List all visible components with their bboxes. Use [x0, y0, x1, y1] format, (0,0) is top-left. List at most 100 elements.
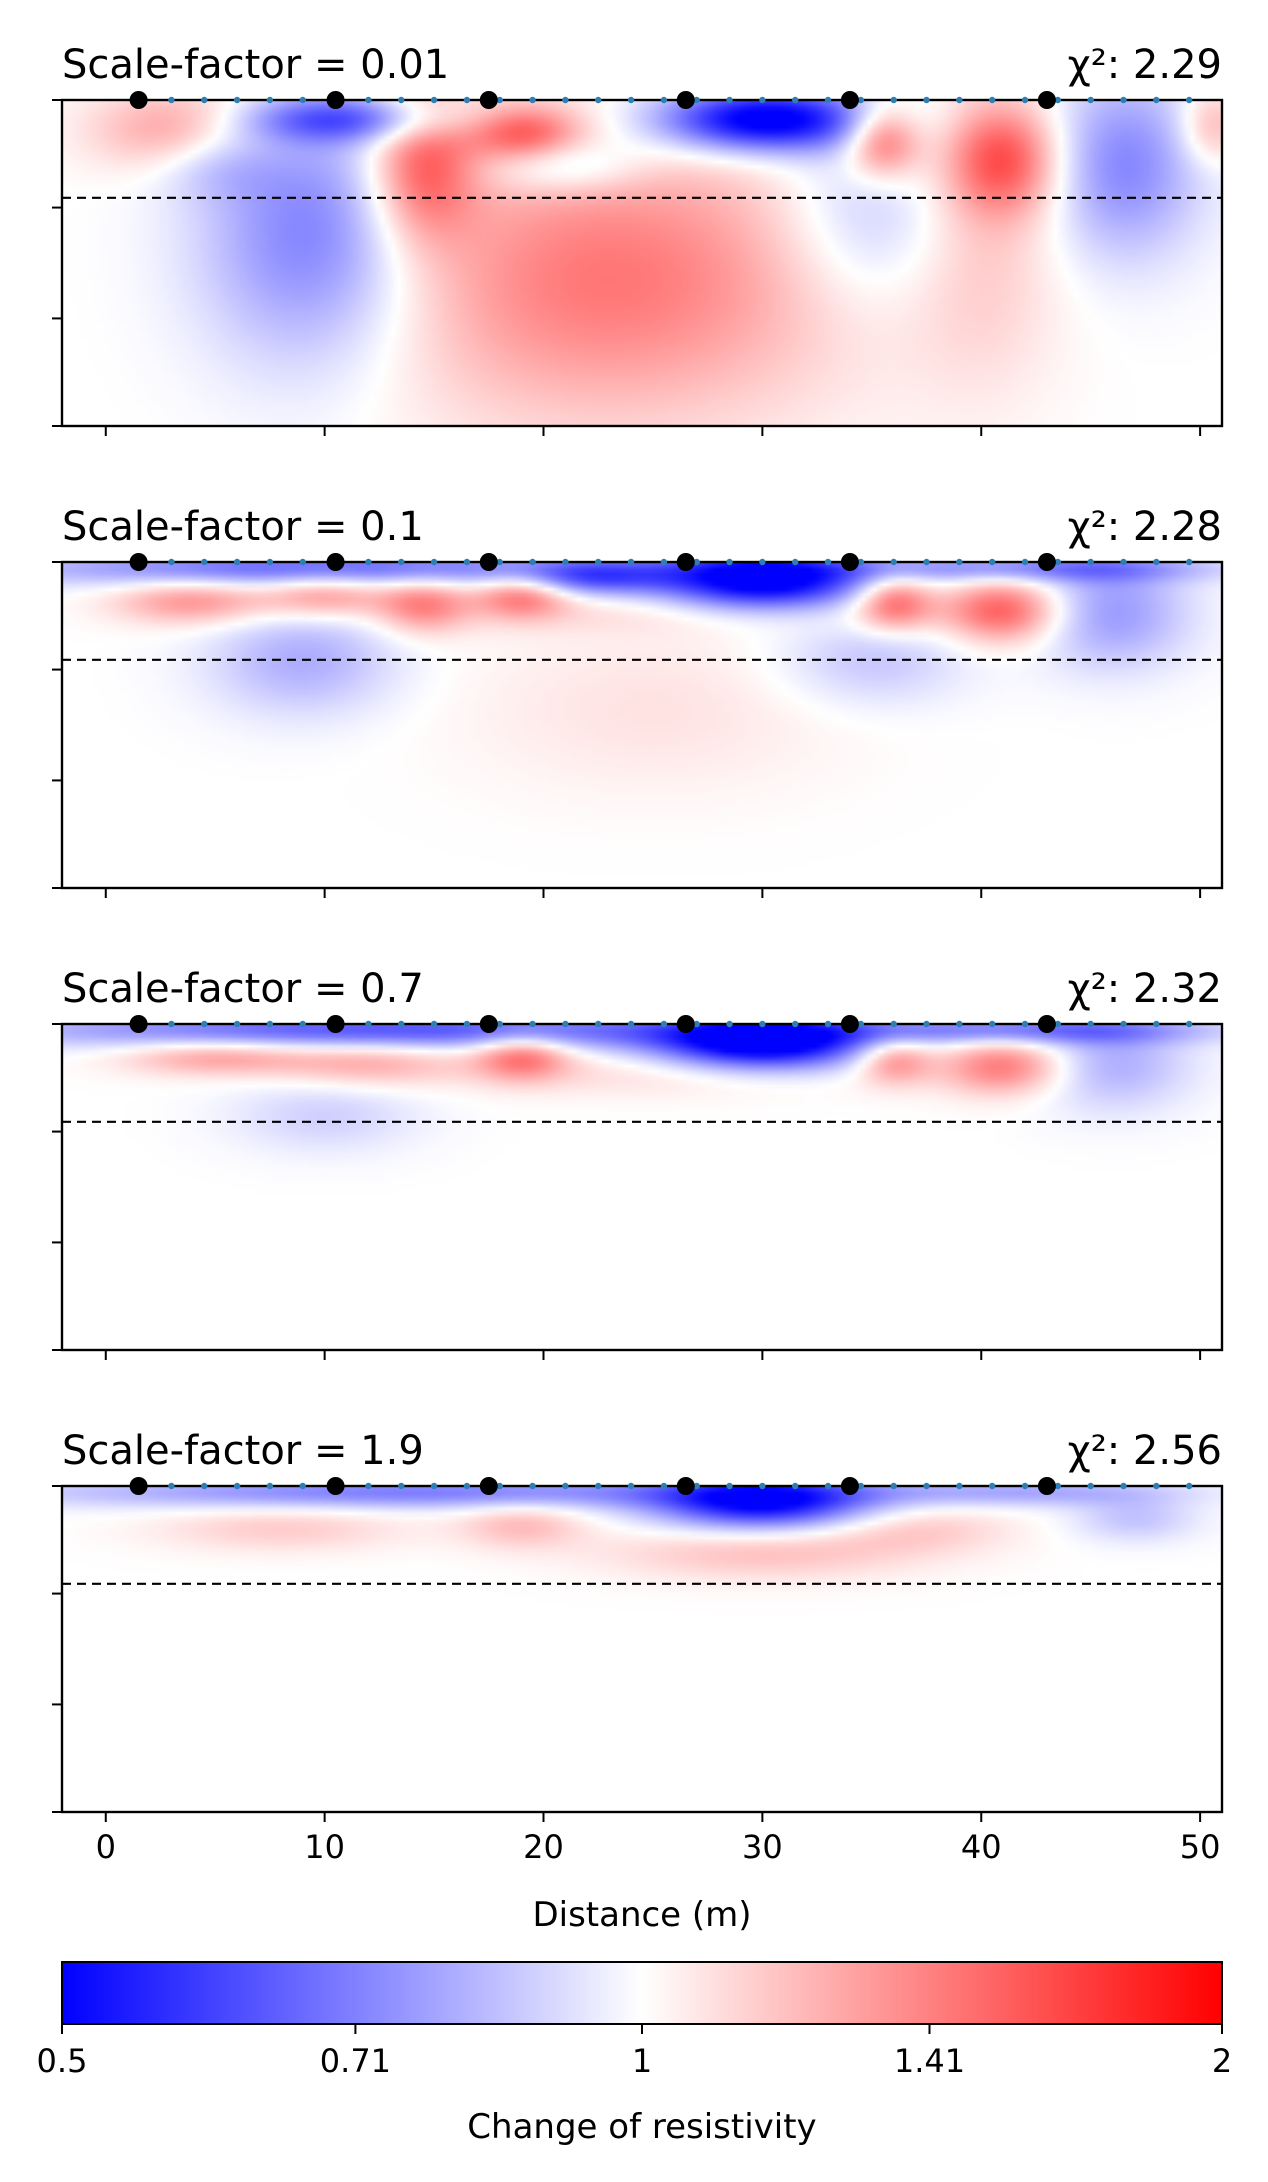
electrode-marker: [923, 96, 930, 104]
electrode-large-marker: [676, 1015, 695, 1033]
electrode-marker: [266, 558, 274, 566]
colorbar-tick-label: 2: [1212, 2042, 1232, 2080]
electrode-marker: [759, 1482, 766, 1490]
electrode-marker: [398, 96, 405, 104]
electrode-marker: [1054, 1482, 1062, 1490]
electrode-marker: [168, 96, 175, 104]
electrode-marker: [595, 96, 602, 104]
electrode-marker: [660, 558, 668, 566]
electrode-large-marker: [479, 1015, 498, 1033]
electrode-marker: [890, 1482, 897, 1490]
panel-frame: [60, 560, 1224, 890]
electrode-marker: [168, 1020, 175, 1028]
chi-squared-label: χ²: 2.29: [1068, 42, 1222, 88]
electrode-marker: [956, 558, 963, 566]
resistivity-heatmap: [62, 562, 1222, 888]
electrode-marker: [1021, 558, 1029, 566]
electrode-marker: [1120, 1020, 1127, 1028]
electrode-large-marker: [326, 1477, 345, 1495]
electrode-marker: [1153, 1482, 1160, 1490]
x-tick-label: 30: [742, 1828, 783, 1866]
resistivity-heatmap: [62, 100, 1222, 426]
panel-3: Scale-factor = 0.7 χ²: 2.32: [52, 966, 1224, 1360]
electrode-marker: [562, 96, 569, 104]
electrode-marker: [824, 96, 832, 104]
colorbar-gradient: [61, 1961, 1223, 2025]
electrode-marker: [792, 1020, 799, 1028]
electrode-marker: [529, 558, 536, 566]
electrode-marker: [857, 96, 865, 104]
electrode-marker: [496, 1020, 503, 1028]
electrode-marker: [988, 558, 996, 566]
electrode-marker: [726, 1020, 733, 1028]
colorbar-ticks: 0.5 0.71 1 1.41 2: [37, 2024, 1232, 2080]
electrode-marker: [1153, 558, 1160, 566]
electrode-marker: [923, 1482, 930, 1490]
electrode-marker: [398, 1482, 405, 1490]
electrode-marker: [759, 1020, 766, 1028]
electrode-marker: [201, 96, 208, 104]
electrode-marker: [430, 1482, 438, 1490]
x-tick-label: 10: [304, 1828, 345, 1866]
electrode-large-marker: [676, 91, 695, 109]
electrode-marker: [660, 1482, 668, 1490]
electrode-marker: [168, 558, 175, 566]
electrode-marker: [726, 558, 733, 566]
electrode-marker: [496, 96, 503, 104]
electrode-marker: [1185, 96, 1193, 104]
electrode-marker: [1021, 96, 1029, 104]
panel-1: Scale-factor = 0.01 χ²: 2.29: [52, 42, 1224, 436]
electrode-marker: [857, 1482, 865, 1490]
electrode-marker: [463, 558, 471, 566]
electrode-marker: [1185, 1482, 1193, 1490]
electrode-marker: [857, 558, 865, 566]
electrode-large-marker: [1037, 553, 1056, 571]
electrode-marker: [890, 558, 897, 566]
electrode-marker: [562, 1482, 569, 1490]
electrode-marker: [463, 96, 471, 104]
panel-4: Scale-factor = 1.9 χ²: 2.56 0 10 20 30 40 50: [52, 1428, 1224, 1866]
electrode-marker: [890, 96, 897, 104]
x-tick-label: 50: [1180, 1828, 1221, 1866]
electrode-marker: [890, 1020, 897, 1028]
electrode-large-marker: [129, 91, 148, 109]
electrode-marker: [1185, 1020, 1193, 1028]
resistivity-heatmap: [62, 1024, 1222, 1350]
chi-squared-label: χ²: 2.32: [1068, 966, 1222, 1012]
electrode-marker: [233, 1020, 241, 1028]
panel-frame: [60, 1022, 1224, 1352]
electrode-large-marker: [326, 1015, 345, 1033]
electrode-marker: [365, 1482, 372, 1490]
resistivity-heatmap: [62, 1486, 1222, 1812]
electrode-large-marker: [1037, 91, 1056, 109]
electrode-marker: [595, 1482, 602, 1490]
electrode-marker: [168, 1482, 175, 1490]
electrode-marker: [430, 558, 438, 566]
electrode-marker: [726, 1482, 733, 1490]
colorbar: 0.5 0.71 1 1.41 2 Change of resistivity: [37, 1961, 1232, 2147]
electrode-large-marker: [840, 1015, 859, 1033]
panel-title: Scale-factor = 0.01: [62, 42, 449, 88]
electrode-marker: [1054, 96, 1062, 104]
electrode-large-marker: [326, 553, 345, 571]
electrode-large-marker: [840, 1477, 859, 1495]
panel-title: Scale-factor = 0.7: [62, 966, 424, 1012]
electrode-marker: [660, 96, 668, 104]
electrode-marker: [233, 558, 241, 566]
x-tick-label: 20: [523, 1828, 564, 1866]
chi-squared-label: χ²: 2.28: [1068, 504, 1222, 550]
electrode-marker: [201, 1020, 208, 1028]
electrode-marker: [988, 96, 996, 104]
electrode-marker: [956, 1482, 963, 1490]
electrode-marker: [792, 558, 799, 566]
electrode-marker: [496, 558, 503, 566]
electrode-marker: [233, 96, 241, 104]
electrode-marker: [562, 558, 569, 566]
electrode-marker: [1087, 558, 1094, 566]
electrode-marker: [398, 558, 405, 566]
electrode-marker: [1087, 96, 1094, 104]
colorbar-tick-label: 0.71: [320, 2042, 391, 2080]
electrode-marker: [1185, 558, 1193, 566]
electrode-marker: [627, 1020, 635, 1028]
